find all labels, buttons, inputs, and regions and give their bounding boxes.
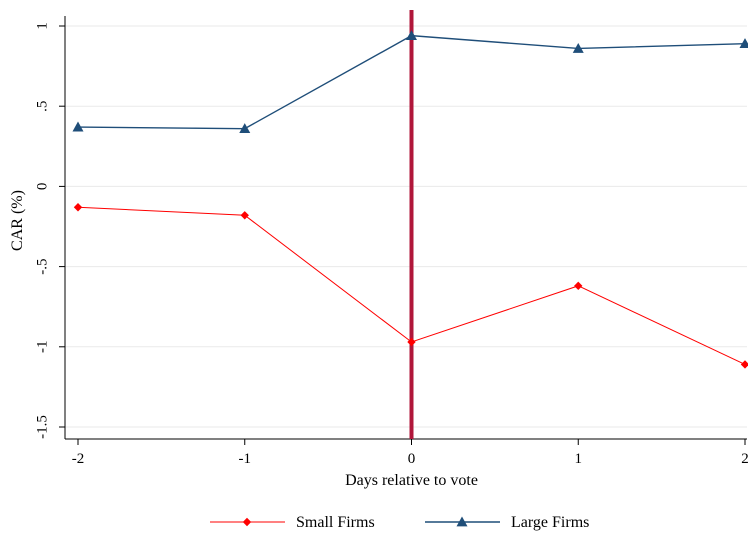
axes: 1 .5 0 -.5 -1 -1.5 -2 -1 0 1 2 (34, 16, 748, 467)
y-tick-label: -.5 (34, 258, 50, 274)
legend-label: Small Firms (296, 514, 375, 531)
data-point (240, 211, 249, 220)
data-point (740, 360, 748, 369)
data-point (72, 121, 84, 132)
gridlines (65, 25, 747, 428)
x-tick-label: -1 (239, 451, 252, 467)
legend-item-1: Small Firms (210, 514, 375, 531)
y-tick-label: .5 (34, 101, 50, 112)
x-tick-label: -2 (72, 451, 85, 467)
legend-marker (456, 516, 468, 527)
legend-item-2: Large Firms (425, 514, 589, 531)
data-point (239, 123, 251, 134)
data-point (574, 281, 583, 291)
legend: Small Firms Large Firms (210, 514, 589, 531)
series-1 (73, 203, 748, 369)
series-2 (72, 30, 748, 134)
y-tick-label: -1.5 (34, 415, 50, 439)
y-tick-label: 0 (34, 183, 50, 191)
y-axis-title: CAR (%) (9, 190, 26, 251)
data-point (406, 30, 417, 41)
y-tick-label: 1 (34, 22, 50, 30)
legend-label: Large Firms (511, 514, 589, 531)
y-tick-label: -1 (34, 341, 50, 354)
data-point (739, 38, 748, 49)
data-point (407, 337, 416, 347)
data-point (73, 203, 83, 212)
data-point (572, 42, 584, 53)
x-axis-title: Days relative to vote (345, 472, 478, 489)
series-layer (72, 30, 748, 369)
legend-marker (242, 517, 252, 527)
x-tick-label: 0 (408, 451, 416, 467)
x-tick-label: 2 (741, 451, 748, 467)
x-tick-label: 1 (575, 451, 583, 467)
